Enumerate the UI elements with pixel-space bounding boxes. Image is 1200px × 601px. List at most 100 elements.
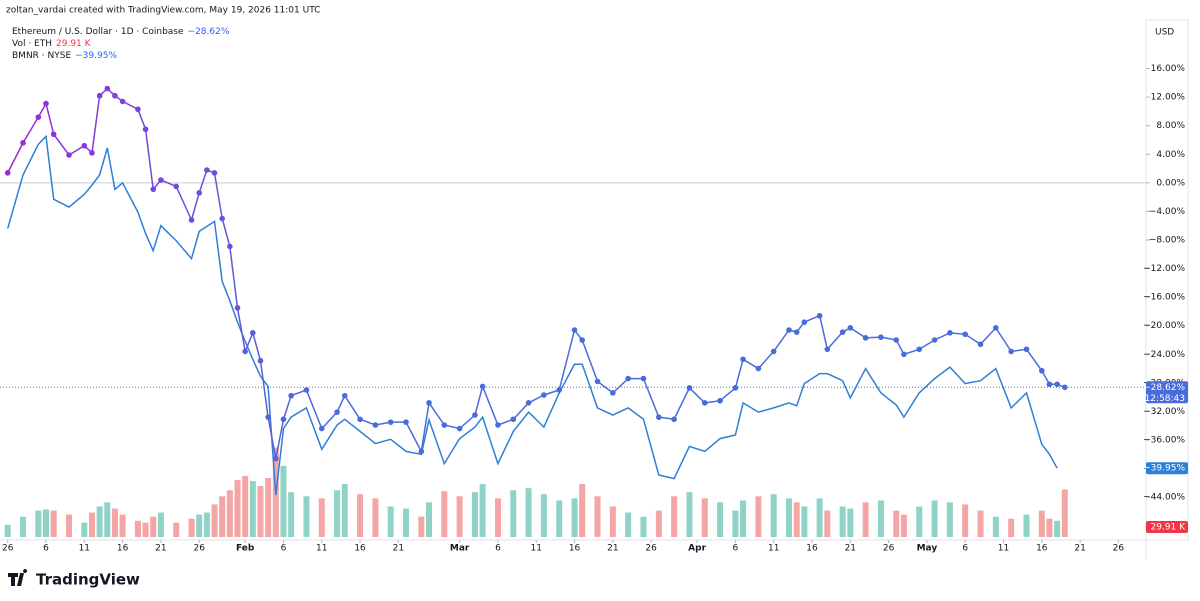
- x-tick-label: 6: [962, 544, 968, 554]
- volume-bar: [50, 510, 57, 537]
- volume-bar: [234, 480, 241, 537]
- volume-bar: [1046, 518, 1053, 537]
- marker: [625, 375, 631, 382]
- volume-bar: [755, 496, 762, 537]
- y-tick-label: −32.00%: [1143, 407, 1185, 417]
- marker: [556, 387, 563, 393]
- volume-bar: [847, 508, 854, 537]
- volume-bar: [88, 512, 95, 537]
- volume-bar: [303, 496, 310, 537]
- marker: [341, 392, 348, 399]
- eth-price-label-text: −28.62%: [1143, 383, 1185, 393]
- marker: [571, 327, 578, 333]
- marker: [142, 126, 149, 133]
- volume-bar: [900, 514, 907, 537]
- volume-bar: [20, 516, 27, 537]
- x-tick-label: Feb: [236, 544, 255, 554]
- x-tick-label: 6: [43, 544, 49, 554]
- x-tick-label: 21: [155, 544, 166, 554]
- marker: [234, 305, 241, 311]
- marker: [219, 215, 225, 222]
- y-tick-label: −20.00%: [1143, 321, 1185, 331]
- logo-text: TradingView: [36, 571, 140, 589]
- x-tick-label: 6: [495, 544, 501, 554]
- x-tick-label: 11: [316, 544, 327, 554]
- marker: [479, 383, 486, 390]
- legend-bmnr: BMNR · NYSE −39.95%: [12, 51, 117, 61]
- marker: [273, 455, 279, 462]
- volume-bar: [671, 496, 678, 537]
- marker: [426, 400, 432, 406]
- volume-bar: [357, 494, 364, 537]
- volume-bar: [242, 475, 249, 537]
- volume-bar: [732, 510, 739, 537]
- line: [6, 134, 1058, 496]
- price-scale: [1145, 19, 1189, 541]
- x-tick-label: 11: [531, 544, 542, 554]
- volume-bar: [686, 492, 693, 537]
- x-tick-label: 26: [2, 544, 14, 554]
- volume-bar: [893, 510, 900, 537]
- volume-bar: [441, 491, 448, 537]
- x-tick-label: 26: [645, 544, 657, 554]
- volume-bar: [1023, 514, 1030, 537]
- x-tick-label: 16: [354, 544, 366, 554]
- legend-bmnr-change: −39.95%: [75, 51, 117, 61]
- volume-bar: [157, 512, 164, 537]
- marker: [878, 334, 884, 340]
- legend-vol: Vol · ETH 29.91 K: [12, 39, 92, 49]
- marker: [403, 419, 409, 425]
- marker: [671, 416, 677, 423]
- volume-bar: [540, 494, 547, 537]
- y-tick-label: −44.00%: [1143, 493, 1185, 503]
- marker: [211, 170, 218, 176]
- marker: [962, 331, 968, 338]
- volume-bar: [579, 484, 586, 537]
- marker: [104, 85, 111, 92]
- volume-bar: [946, 502, 953, 537]
- marker: [318, 425, 325, 432]
- volume-bar: [35, 510, 42, 537]
- x-tick-label: 26: [1113, 544, 1125, 554]
- x-tick-label: 6: [281, 544, 287, 554]
- volume-bar: [211, 504, 218, 537]
- marker: [770, 348, 777, 355]
- marker: [893, 337, 900, 343]
- marker: [257, 357, 264, 364]
- volume-bar: [471, 492, 478, 537]
- volume-bar: [740, 500, 747, 537]
- marker: [993, 325, 999, 331]
- x-tick-label: 11: [768, 544, 779, 554]
- marker: [288, 392, 294, 399]
- watermark: zoltan_vardai created with TradingView.c…: [6, 6, 320, 16]
- line: [7, 87, 1066, 459]
- marker: [188, 217, 195, 223]
- volume-bar: [931, 500, 938, 537]
- x-tick-label: 11: [79, 544, 90, 554]
- volume-bar: [265, 478, 272, 537]
- volume-bar: [288, 492, 295, 537]
- volume-bar: [877, 500, 884, 537]
- marker: [43, 100, 49, 107]
- volume-bar: [1061, 489, 1068, 537]
- marker: [456, 425, 463, 432]
- volume-bar: [839, 506, 846, 537]
- volume-bar: [142, 522, 149, 537]
- volume-bar: [824, 510, 831, 537]
- volume-bar: [65, 514, 72, 537]
- volume-bar: [816, 498, 823, 537]
- volume-bar: [770, 494, 777, 537]
- volume-bar: [494, 498, 501, 537]
- logo: TradingView: [8, 569, 140, 589]
- marker: [931, 337, 938, 343]
- marker: [158, 177, 164, 183]
- marker: [112, 92, 118, 99]
- volume-bar: [977, 510, 984, 537]
- y-tick-label: −4.00%: [1149, 207, 1186, 217]
- volume-bar: [96, 506, 103, 537]
- volume-bar: [609, 506, 616, 537]
- x-tick-label: 16: [806, 544, 818, 554]
- marker: [50, 131, 57, 138]
- y-tick-label: 0.00%: [1156, 178, 1185, 188]
